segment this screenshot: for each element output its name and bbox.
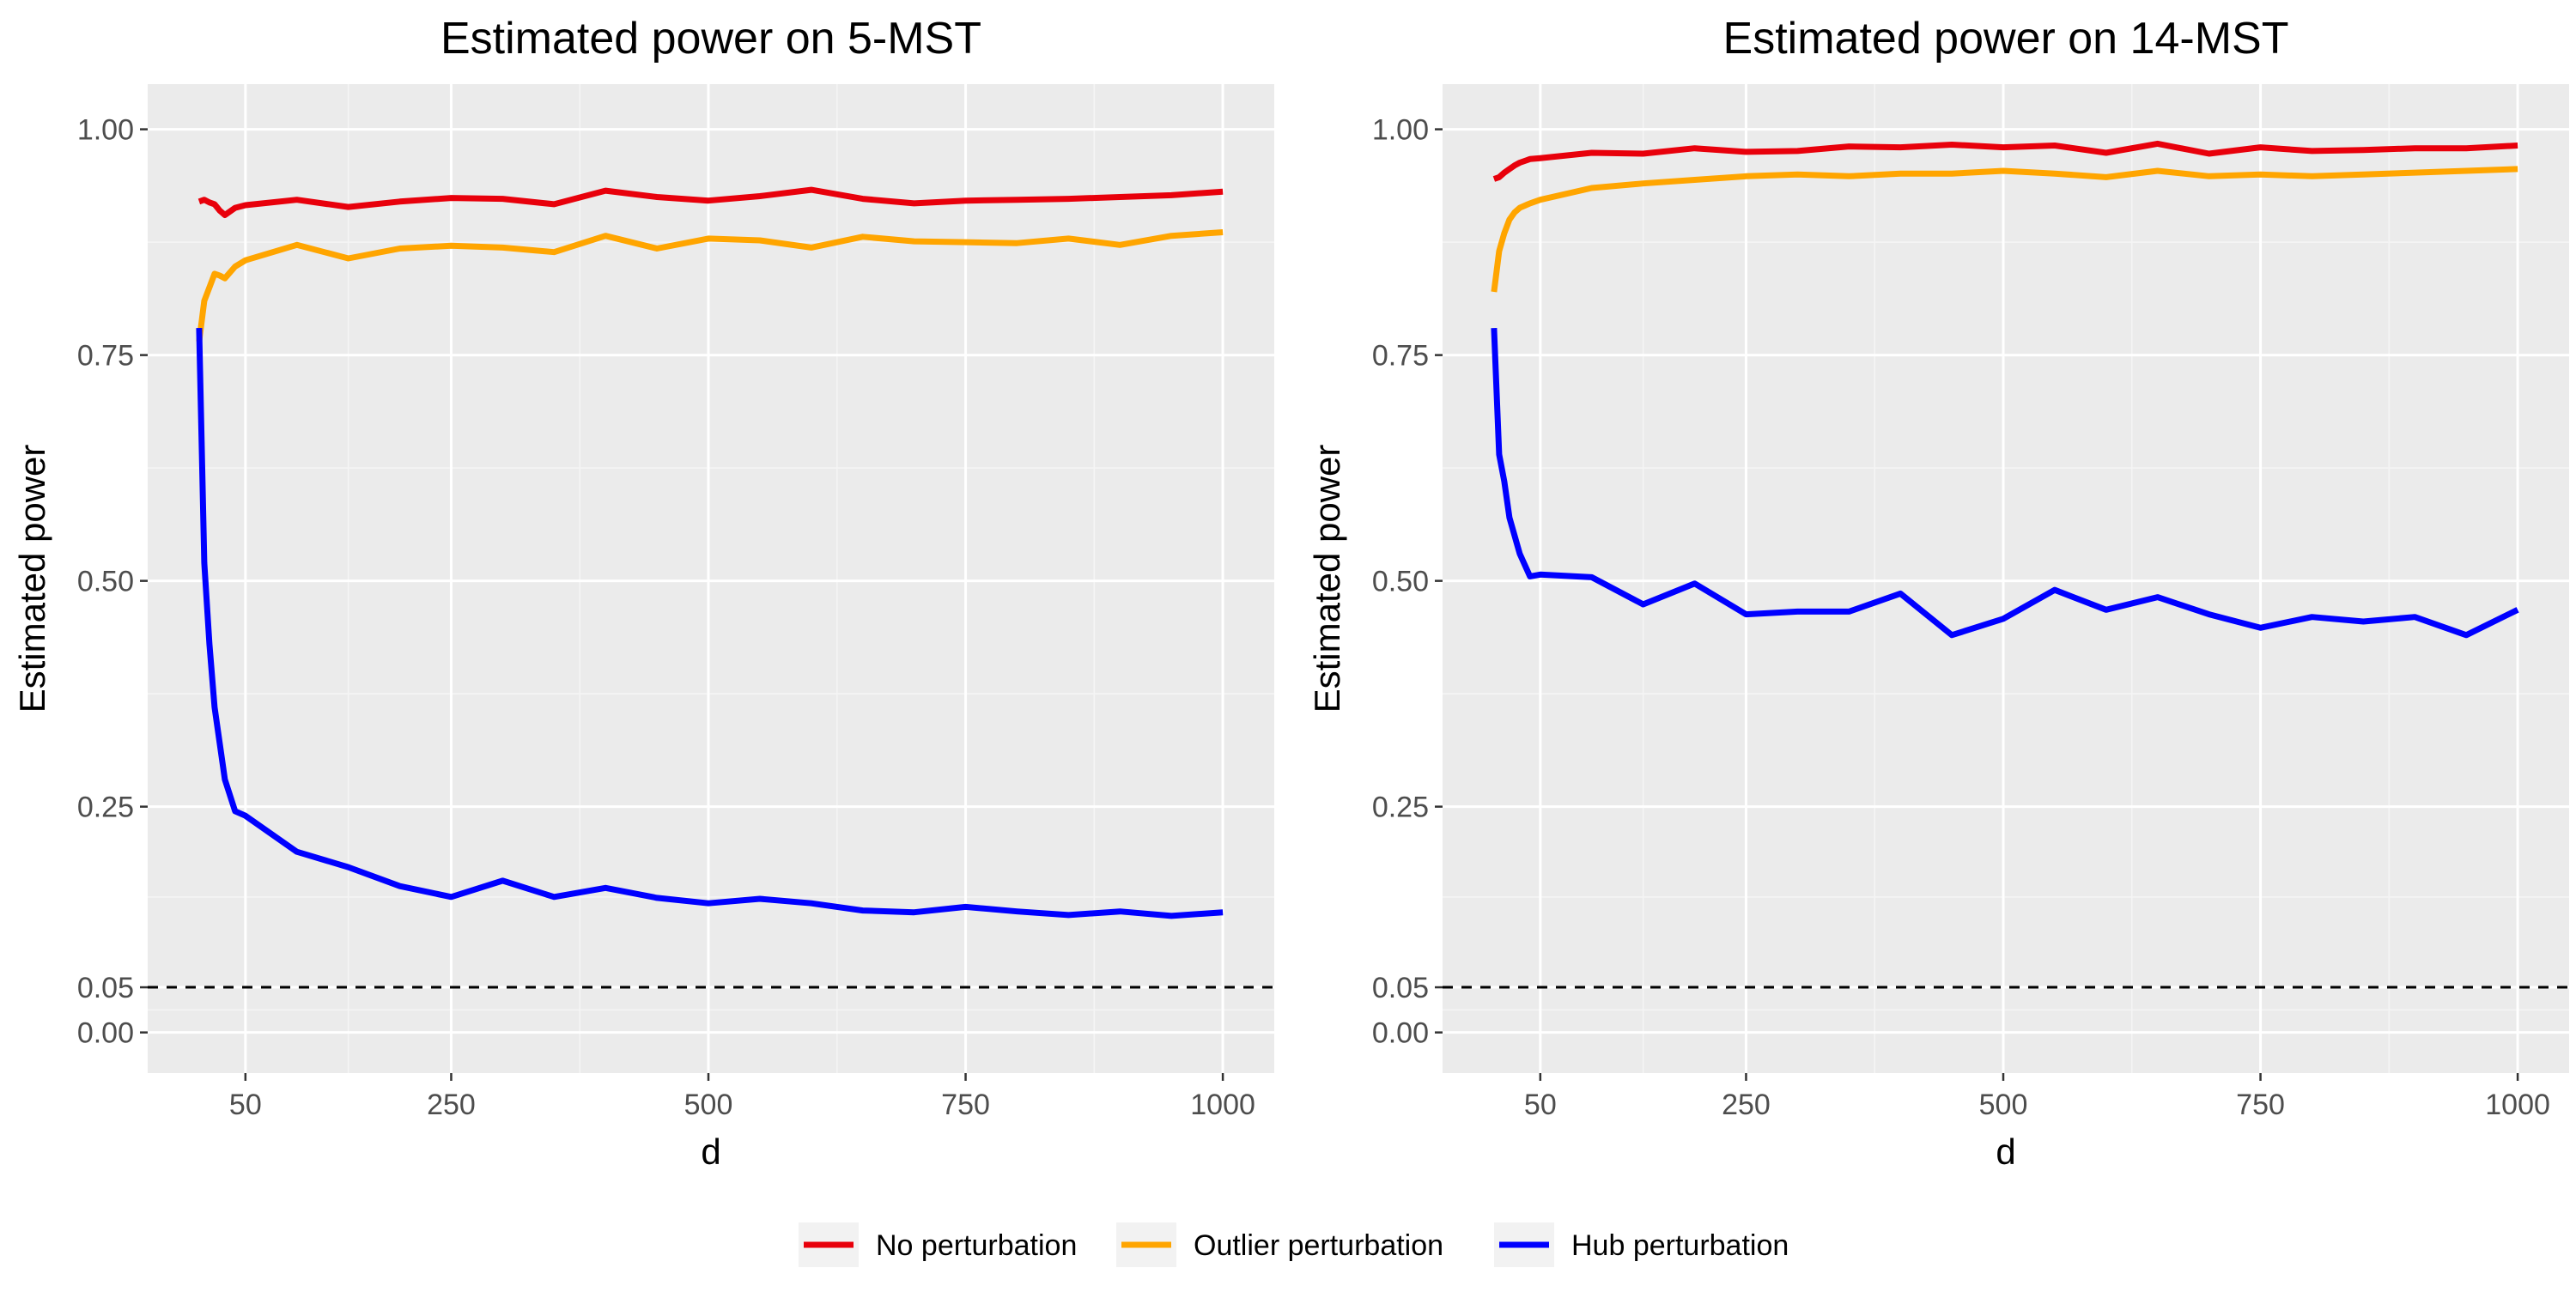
y-tick-label: 1.00 [77, 114, 134, 147]
legend-item-hub-perturbation: Hub perturbation [1494, 1222, 1789, 1267]
x-axis-ticks: 50 250 500 750 1000 [1524, 1073, 2550, 1121]
series-line-outlier-perturbation [196, 229, 1224, 343]
series-line-hub-perturbation [196, 328, 1224, 919]
legend-label: Hub perturbation [1571, 1229, 1789, 1262]
x-axis-ticks: 50 250 500 750 1000 [229, 1073, 1255, 1121]
y-tick-label: 0.50 [77, 566, 134, 598]
y-tick-label: 0.25 [77, 792, 134, 824]
y-axis-ticks: 0.00 0.05 0.25 0.50 0.75 1.00 [1372, 114, 1443, 1050]
series-layer [196, 186, 1224, 919]
y-tick-label: 1.00 [1372, 114, 1429, 147]
x-tick-label: 1000 [2485, 1089, 2550, 1121]
y-axis-ticks: 0.00 0.05 0.25 0.50 0.75 1.00 [77, 114, 148, 1050]
x-tick-label: 1000 [1190, 1089, 1255, 1121]
chart-title: Estimated power on 5-MST [440, 14, 981, 64]
panel-background [148, 84, 1274, 1073]
panel-background [1443, 84, 2569, 1073]
legend: No perturbation Outlier perturbation Hub… [799, 1222, 1789, 1267]
series-line-no-perturbation [197, 186, 1224, 218]
series-line-outlier-perturbation [1491, 166, 2518, 293]
y-axis-title: Estimated power [1307, 445, 1347, 713]
y-tick-label: 0.00 [1372, 1017, 1429, 1050]
y-tick-label: 0.50 [1372, 566, 1429, 598]
x-tick-label: 500 [684, 1089, 733, 1121]
x-tick-label: 250 [1722, 1089, 1771, 1121]
y-tick-label: 0.05 [77, 972, 134, 1004]
series-layer [1491, 140, 2519, 639]
y-tick-label: 0.25 [1372, 792, 1429, 824]
y-tick-label: 0.75 [1372, 340, 1429, 373]
series-line-no-perturbation [1492, 140, 2518, 182]
x-tick-label: 500 [1979, 1089, 2028, 1121]
legend-item-outlier-perturbation: Outlier perturbation [1116, 1222, 1443, 1267]
legend-label: No perturbation [876, 1229, 1077, 1262]
x-tick-label: 50 [1524, 1089, 1557, 1121]
chart-title: Estimated power on 14-MST [1723, 14, 2289, 64]
x-tick-label: 250 [427, 1089, 476, 1121]
y-tick-label: 0.05 [1372, 972, 1429, 1004]
x-axis-title: d [701, 1131, 720, 1172]
y-tick-label: 0.00 [77, 1017, 134, 1050]
series-line-hub-perturbation [1491, 327, 2519, 639]
x-tick-label: 750 [941, 1089, 990, 1121]
legend-item-no-perturbation: No perturbation [799, 1222, 1077, 1267]
x-axis-title: d [1996, 1131, 2015, 1172]
chart-panel-5-mst: 0.00 0.05 0.25 0.50 0.75 1.00 50 250 500 750 1000… [12, 14, 1274, 1172]
y-tick-label: 0.75 [77, 340, 134, 373]
grid-lines [1443, 84, 2569, 1073]
chart-panel-14-mst: 0.00 0.05 0.25 0.50 0.75 1.00 50 250 500 750 1000… [1307, 14, 2569, 1172]
y-axis-title: Estimated power [12, 445, 52, 713]
legend-label: Outlier perturbation [1194, 1229, 1443, 1262]
x-tick-label: 750 [2236, 1089, 2285, 1121]
x-tick-label: 50 [229, 1089, 262, 1121]
